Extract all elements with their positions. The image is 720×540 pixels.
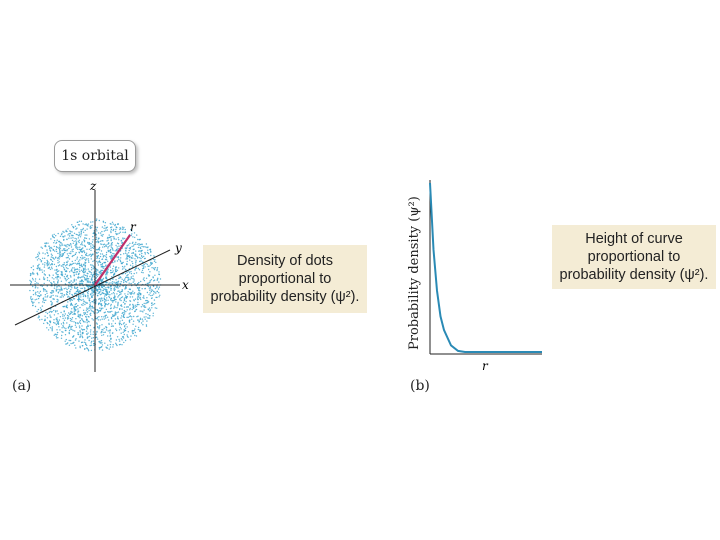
x-axis-label: x — [182, 278, 189, 292]
density-curve — [429, 182, 542, 353]
dot-density-note: Density of dots proportional to probabil… — [203, 245, 367, 313]
y-axis-label: y — [174, 241, 182, 255]
electron-dot-cloud — [29, 218, 162, 352]
panel-a-label: (a) — [12, 378, 32, 394]
curve-height-note-line-2: proportional to — [587, 249, 681, 265]
curve-height-note: Height of curve proportional to probabil… — [552, 225, 716, 289]
panel-b-label: (b) — [410, 378, 430, 394]
z-axis-label: z — [89, 180, 97, 193]
curve-height-note-line-1: Height of curve — [585, 231, 683, 247]
chart-x-axis-label: r — [482, 359, 489, 373]
y-axis — [14, 249, 171, 326]
radius-vector — [94, 234, 131, 286]
orbital-diagram: z y x r — [10, 180, 189, 372]
dot-density-note-line-1: Density of dots — [237, 253, 333, 269]
r-vector-label: r — [130, 220, 137, 234]
curve-height-note-line-3: probability density (ψ²). — [559, 267, 709, 283]
orbital-label: 1s orbital — [54, 140, 136, 172]
dot-density-note-line-3: probability density (ψ²). — [210, 289, 360, 305]
probability-density-chart: r — [429, 180, 542, 373]
dot-density-note-line-2: proportional to — [238, 271, 332, 287]
